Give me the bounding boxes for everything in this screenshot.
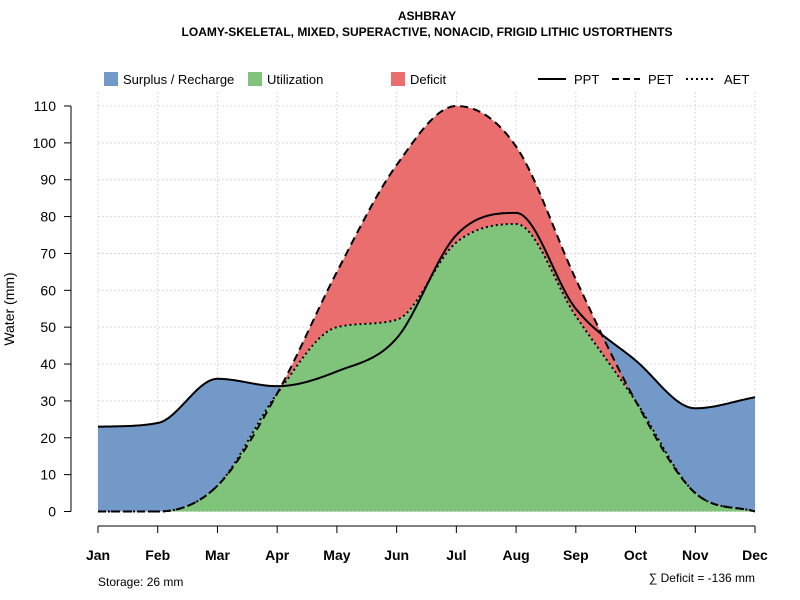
x-tick-label-apr: Apr [265, 547, 290, 563]
legend-swatch-deficit [391, 72, 405, 86]
y-tick-label-20: 20 [40, 430, 56, 446]
y-tick-label-70: 70 [40, 245, 56, 261]
x-tick-label-jun: Jun [384, 547, 409, 563]
series-line-ppt [97, 211, 756, 428]
x-tick-label-mar: Mar [205, 547, 230, 563]
legend-swatch-utilization [248, 72, 262, 86]
storage-annotation: Storage: 26 mm [98, 575, 183, 589]
y-tick-label-30: 30 [40, 393, 56, 409]
y-tick-label-110: 110 [34, 98, 57, 114]
legend-label-aet: AET [724, 72, 749, 87]
chart-title: ASHBRAY [398, 9, 456, 23]
legend: Surplus / Recharge Utilization Deficit P… [104, 72, 749, 87]
y-tick-label-10: 10 [40, 467, 56, 483]
x-tick-label-aug: Aug [502, 547, 529, 563]
y-axis-title: Water (mm) [1, 272, 17, 345]
area-layer [98, 106, 755, 512]
legend-label-pet: PET [648, 72, 673, 87]
area-utilization [98, 223, 755, 512]
chart-subtitle: LOAMY-SKELETAL, MIXED, SUPERACTIVE, NONA… [182, 25, 673, 39]
area-surplus-recharge [98, 212, 755, 512]
x-tick-label-jul: Jul [446, 547, 466, 563]
axes: 0 10 20 30 40 50 60 70 80 90 100 110 Jan Feb Mar Apr May… [33, 98, 768, 563]
y-tick-label-0: 0 [48, 504, 56, 520]
x-tick-label-oct: Oct [624, 547, 648, 563]
legend-label-deficit: Deficit [410, 72, 447, 87]
legend-label-surplus: Surplus / Recharge [123, 72, 234, 87]
x-tick-label-nov: Nov [682, 547, 709, 563]
x-tick-label-sep: Sep [563, 547, 589, 563]
legend-label-utilization: Utilization [267, 72, 323, 87]
y-tick-label-40: 40 [40, 356, 56, 372]
y-tick-label-50: 50 [40, 319, 56, 335]
y-tick-label-60: 60 [40, 282, 56, 298]
deficit-annotation: ∑ Deficit = -136 mm [649, 571, 755, 585]
x-tick-label-may: May [323, 547, 350, 563]
x-tick-label-jan: Jan [86, 547, 110, 563]
legend-label-ppt: PPT [574, 72, 599, 87]
x-tick-label-dec: Dec [742, 547, 768, 563]
legend-swatch-surplus [104, 72, 118, 86]
y-tick-label-100: 100 [33, 135, 57, 151]
y-tick-label-80: 80 [40, 209, 56, 225]
line-layer [97, 104, 756, 513]
area-deficit [98, 106, 755, 512]
x-tick-label-feb: Feb [145, 547, 170, 563]
y-tick-label-90: 90 [40, 172, 56, 188]
